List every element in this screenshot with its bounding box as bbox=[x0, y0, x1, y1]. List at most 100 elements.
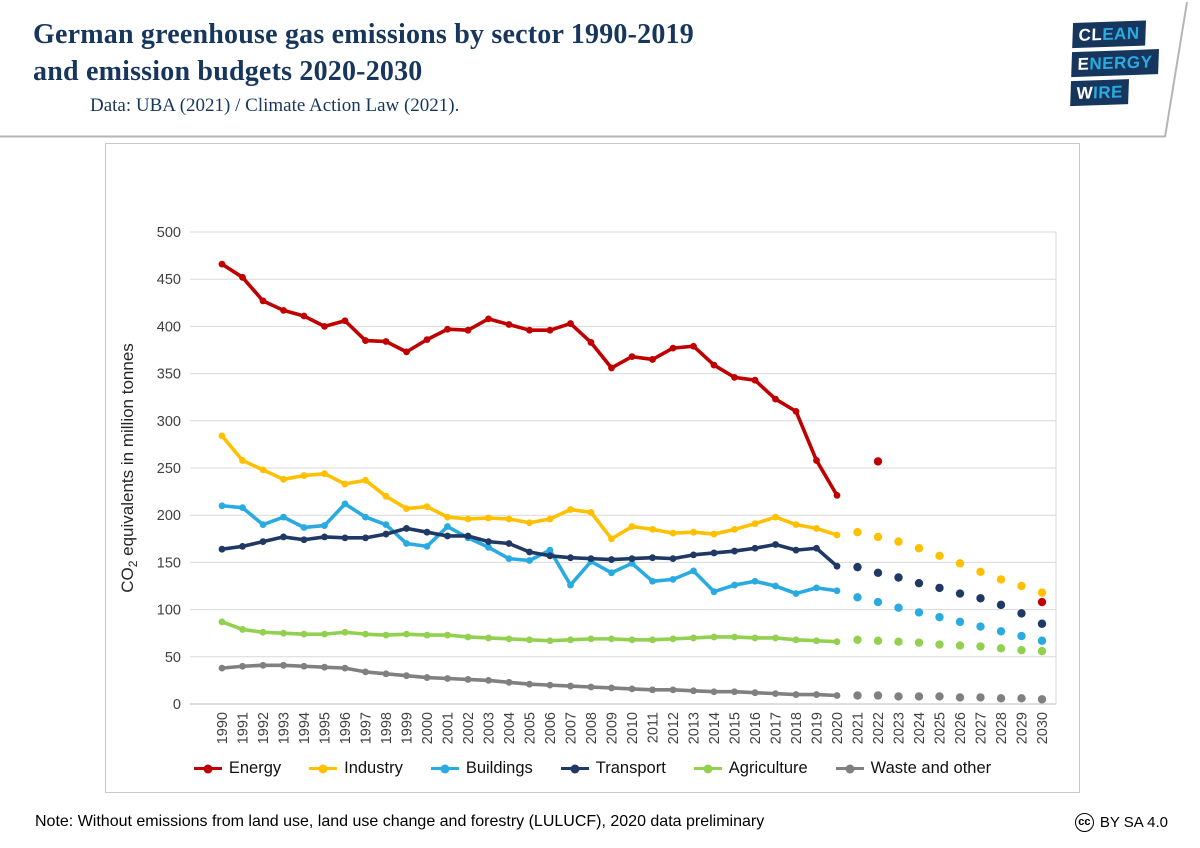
x-tick-label: 2022 bbox=[871, 712, 887, 744]
data-point bbox=[362, 337, 369, 344]
x-tick-label: 2013 bbox=[687, 712, 703, 744]
data-point bbox=[341, 534, 349, 542]
x-tick-label: 2026 bbox=[953, 712, 969, 744]
data-point bbox=[341, 664, 349, 672]
budget-point bbox=[996, 627, 1006, 636]
cc-icon: cc bbox=[1074, 812, 1094, 832]
budget-point bbox=[955, 617, 965, 627]
data-point bbox=[608, 535, 615, 543]
budget-industry-budget bbox=[853, 527, 1047, 597]
data-point bbox=[546, 637, 554, 645]
data-point bbox=[280, 533, 287, 541]
data-point bbox=[362, 513, 369, 521]
budget-point bbox=[894, 603, 903, 612]
data-point bbox=[567, 554, 574, 562]
data-point bbox=[546, 681, 554, 689]
data-point bbox=[362, 476, 369, 484]
budget-point bbox=[853, 562, 862, 572]
data-point bbox=[751, 376, 759, 384]
data-point bbox=[669, 555, 677, 563]
budget-point bbox=[1017, 694, 1026, 703]
data-point bbox=[792, 691, 800, 698]
data-point bbox=[464, 515, 472, 523]
x-tick-label: 2015 bbox=[728, 712, 744, 744]
x-tick-label: 2005 bbox=[523, 712, 539, 744]
data-point bbox=[669, 344, 677, 352]
data-point bbox=[505, 635, 513, 643]
budget-point bbox=[1017, 609, 1026, 618]
data-point bbox=[505, 321, 513, 328]
budget-agriculture-budget bbox=[853, 635, 1047, 656]
x-tick-label: 2030 bbox=[1035, 712, 1051, 744]
data-point bbox=[710, 633, 718, 641]
chart-card: 0 50 100 150 200 250 300 350 400 450 500 1990 1991 19… bbox=[105, 143, 1080, 793]
data-point bbox=[813, 457, 820, 464]
x-tick-label: 2008 bbox=[584, 712, 600, 744]
data-point bbox=[833, 531, 841, 539]
data-point bbox=[444, 675, 451, 682]
data-point bbox=[464, 676, 472, 683]
x-tick-label: 2021 bbox=[851, 712, 867, 744]
data-point bbox=[505, 540, 513, 547]
series-agriculture bbox=[218, 618, 841, 646]
data-point bbox=[239, 457, 246, 464]
y-axis-title: CO2 equivalents in million tonnes bbox=[118, 343, 140, 593]
data-point bbox=[649, 686, 656, 694]
budget-point bbox=[894, 637, 903, 646]
budget-point bbox=[914, 544, 924, 553]
data-point bbox=[567, 636, 574, 644]
budget-point bbox=[955, 641, 965, 650]
data-point bbox=[464, 532, 472, 540]
data-point bbox=[300, 662, 308, 670]
budget-point bbox=[914, 692, 924, 701]
x-tick-label: 2014 bbox=[707, 712, 723, 744]
data-point bbox=[567, 506, 574, 513]
data-point bbox=[751, 634, 759, 642]
data-point bbox=[649, 525, 656, 533]
data-point bbox=[423, 503, 431, 511]
x-tick-label: 2020 bbox=[830, 712, 846, 744]
data-point bbox=[321, 470, 328, 478]
data-point bbox=[280, 629, 287, 637]
y-tick-label: 150 bbox=[157, 555, 181, 571]
data-point bbox=[751, 577, 759, 585]
data-point bbox=[362, 630, 369, 638]
legend-label-waste-and-other: Waste and other bbox=[870, 759, 992, 777]
budget-point bbox=[976, 567, 985, 577]
x-tick-label: 2010 bbox=[625, 712, 641, 744]
legend-label-buildings: Buildings bbox=[465, 759, 533, 777]
data-point bbox=[280, 513, 287, 521]
data-point bbox=[628, 523, 636, 530]
data-point bbox=[485, 634, 492, 642]
data-point bbox=[833, 562, 841, 570]
budget-point bbox=[873, 532, 883, 542]
x-tick-label: 2027 bbox=[974, 712, 990, 744]
logo-row-energy: ENERGY bbox=[1071, 49, 1159, 78]
data-point bbox=[259, 521, 267, 529]
x-tick-label: 1992 bbox=[256, 712, 272, 744]
data-point bbox=[239, 626, 246, 633]
budget-point bbox=[1037, 695, 1047, 704]
x-tick-label: 1999 bbox=[400, 712, 416, 744]
data-point bbox=[772, 634, 779, 642]
data-point bbox=[710, 530, 718, 538]
data-point bbox=[300, 536, 308, 544]
series-buildings bbox=[218, 500, 841, 597]
series-waste-and-other bbox=[218, 661, 841, 699]
budget-point bbox=[935, 612, 944, 622]
data-point bbox=[649, 636, 656, 644]
data-point bbox=[239, 542, 246, 550]
budget-point bbox=[914, 578, 924, 588]
data-point bbox=[628, 353, 636, 361]
x-tick-label: 2003 bbox=[482, 712, 498, 744]
data-point bbox=[300, 630, 308, 638]
budget-point bbox=[976, 642, 985, 651]
x-tick-label: 1998 bbox=[379, 712, 395, 744]
x-tick-label: 1996 bbox=[338, 712, 354, 744]
data-point bbox=[321, 522, 328, 529]
budget-point bbox=[1037, 597, 1047, 607]
legend-item-energy: Energy bbox=[193, 759, 281, 778]
data-point bbox=[772, 582, 779, 590]
x-tick-label: 1994 bbox=[297, 712, 313, 744]
x-tick-label: 2025 bbox=[933, 712, 949, 744]
